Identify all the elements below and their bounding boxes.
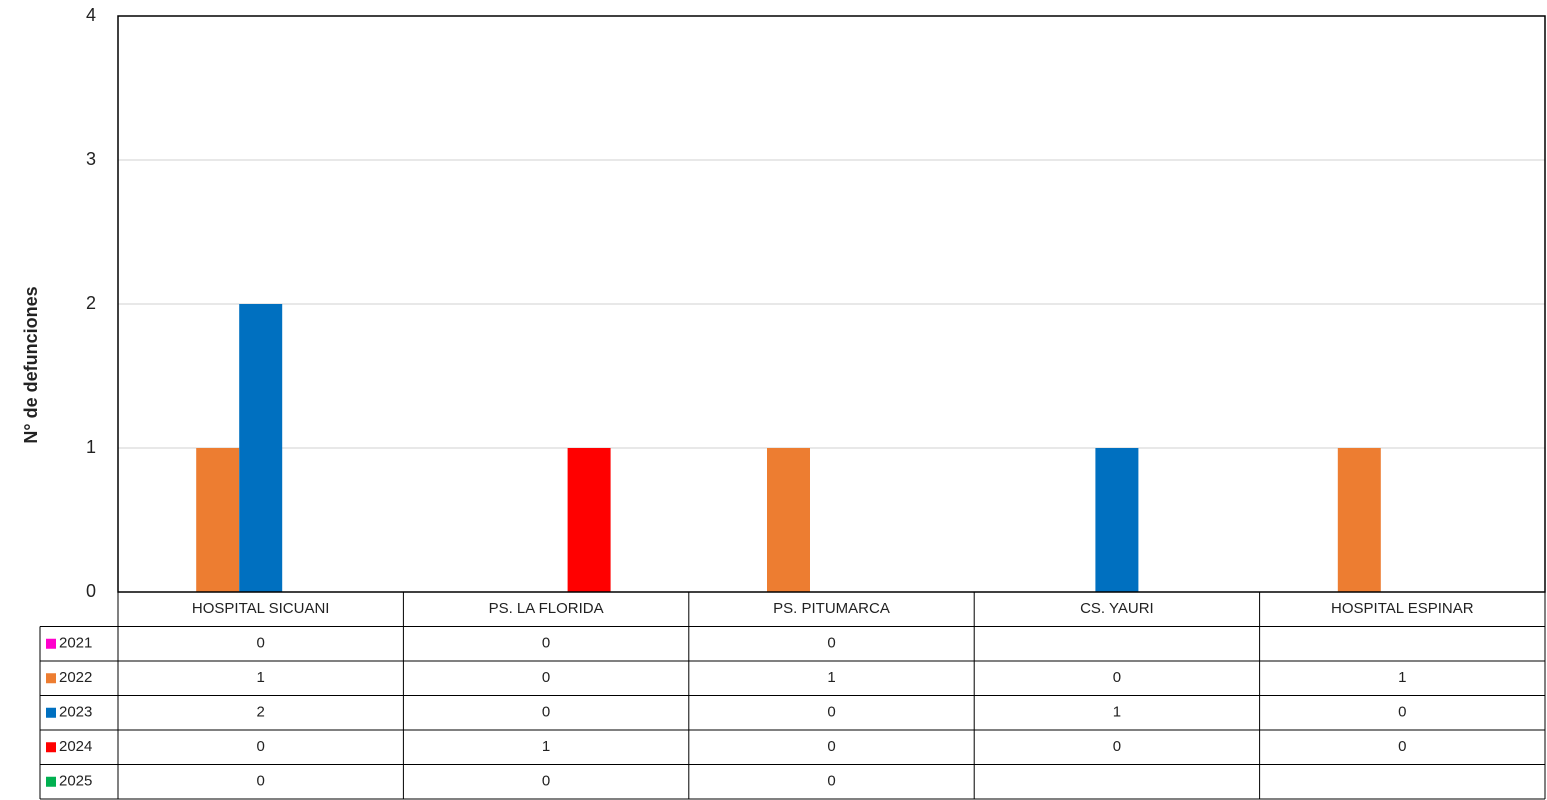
legend-key xyxy=(46,742,56,753)
table-cell: 0 xyxy=(257,738,265,755)
table-cell: 0 xyxy=(542,773,550,790)
x-tick-label: PS. LA FLORIDA xyxy=(489,600,604,617)
plot-border xyxy=(117,15,1546,593)
legend-label: 2024 xyxy=(59,738,92,755)
legend-label: 2025 xyxy=(59,773,92,790)
bar xyxy=(1095,448,1139,592)
table-cell: 0 xyxy=(542,669,550,686)
table-cell: 0 xyxy=(827,635,835,652)
table-cell: 1 xyxy=(257,669,265,686)
table-cell: 0 xyxy=(257,773,265,790)
bar xyxy=(239,304,283,592)
table-cell: 0 xyxy=(1113,738,1121,755)
x-tick-label: PS. PITUMARCA xyxy=(773,600,890,617)
bar xyxy=(567,448,611,592)
legend-label: 2021 xyxy=(59,635,92,652)
table-cell: 0 xyxy=(542,635,550,652)
table-cell: 0 xyxy=(542,704,550,721)
table-cell: 0 xyxy=(827,738,835,755)
y-tick-label: 1 xyxy=(86,437,96,457)
table-cell: 1 xyxy=(1398,669,1406,686)
table-cell: 0 xyxy=(1113,669,1121,686)
legend-key xyxy=(46,776,56,787)
legend-key xyxy=(46,638,56,649)
legend-label: 2022 xyxy=(59,669,92,686)
bar xyxy=(767,448,810,592)
x-tick-label: HOSPITAL ESPINAR xyxy=(1331,600,1474,617)
table-cell: 0 xyxy=(1398,738,1406,755)
x-tick-label: CS. YAURI xyxy=(1080,600,1154,617)
table-cell: 1 xyxy=(827,669,835,686)
y-tick-label: 4 xyxy=(86,5,96,25)
table-cell: 0 xyxy=(827,773,835,790)
legend-key xyxy=(46,673,56,684)
table-cell: 2 xyxy=(257,704,265,721)
table-cell: 1 xyxy=(1113,704,1121,721)
y-tick-label: 2 xyxy=(86,293,96,313)
x-tick-label: HOSPITAL SICUANI xyxy=(192,600,330,617)
y-tick-label: 3 xyxy=(86,149,96,169)
bar xyxy=(196,448,240,592)
table-cell: 0 xyxy=(257,635,265,652)
y-axis-label: N° de defunciones xyxy=(21,286,41,443)
table-cell: 0 xyxy=(1398,704,1406,721)
legend-label: 2023 xyxy=(59,704,92,721)
y-tick-label: 0 xyxy=(86,581,96,601)
bar xyxy=(1337,448,1381,592)
table-cell: 0 xyxy=(827,704,835,721)
legend-key xyxy=(46,707,56,718)
table-cell: 1 xyxy=(542,738,550,755)
